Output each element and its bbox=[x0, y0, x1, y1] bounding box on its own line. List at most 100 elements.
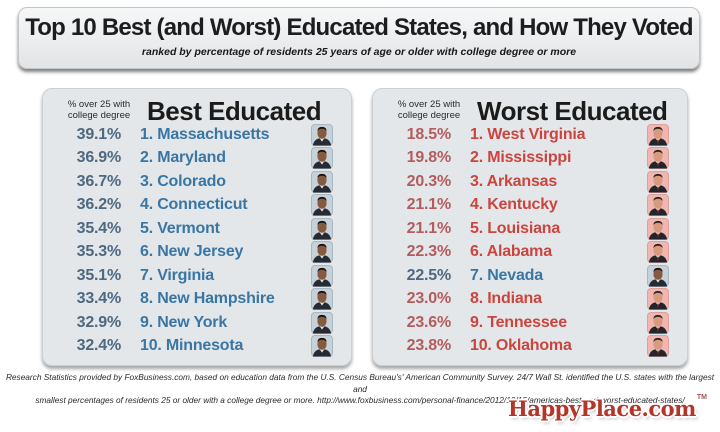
state-row: 33.4% 8. New Hampshire bbox=[43, 288, 351, 312]
state-row: 18.5% 1. West Virginia bbox=[373, 123, 687, 147]
source-attribution: Research Statistics provided by FoxBusin… bbox=[0, 372, 720, 407]
romney-portrait-icon bbox=[647, 170, 669, 193]
romney-portrait-icon bbox=[647, 147, 669, 170]
pct-value: 19.8% bbox=[406, 149, 452, 167]
state-row: 35.1% 7. Virginia bbox=[43, 264, 351, 288]
state-name: 9. Tennessee bbox=[470, 313, 567, 331]
worst-panel-header: % over 25 with college degree Worst Educ… bbox=[373, 89, 687, 126]
pct-value: 36.9% bbox=[76, 149, 122, 167]
pct-value: 32.4% bbox=[76, 337, 122, 355]
pct-value: 32.9% bbox=[76, 313, 122, 331]
pct-value: 39.1% bbox=[76, 125, 122, 143]
state-name: 9. New York bbox=[140, 313, 228, 331]
state-row: 36.7% 3. Colorado bbox=[43, 170, 351, 194]
column-label-line2: college degree bbox=[397, 110, 461, 122]
obama-portrait-icon bbox=[311, 335, 333, 358]
state-name: 3. Arkansas bbox=[470, 172, 558, 190]
pct-value: 21.1% bbox=[406, 196, 452, 214]
pct-value: 23.6% bbox=[406, 313, 452, 331]
state-row: 22.5% 7. Nevada bbox=[373, 264, 687, 288]
worst-panel-title: Worst Educated bbox=[477, 96, 668, 126]
happyplace-logo: HappyPlace.comTM bbox=[508, 394, 707, 421]
state-row: 35.3% 6. New Jersey bbox=[43, 241, 351, 265]
pct-value: 36.7% bbox=[76, 172, 122, 190]
pct-value: 18.5% bbox=[406, 125, 452, 143]
trademark-symbol: TM bbox=[696, 394, 707, 401]
state-name: 4. Kentucky bbox=[470, 196, 558, 214]
romney-portrait-icon bbox=[647, 311, 669, 334]
state-name: 2. Mississippi bbox=[470, 149, 572, 167]
obama-portrait-icon bbox=[311, 123, 333, 146]
best-rows: 39.1% 1. Massachusetts 36.9% 2. Maryland 36.… bbox=[43, 123, 351, 358]
state-row: 36.2% 4. Connecticut bbox=[43, 194, 351, 218]
best-educated-panel: % over 25 with college degree Best Educa… bbox=[42, 88, 352, 366]
state-name: 6. Alabama bbox=[470, 243, 552, 261]
state-name: 10. Minnesota bbox=[140, 337, 244, 355]
pct-value: 35.1% bbox=[76, 266, 122, 284]
obama-portrait-icon bbox=[647, 264, 669, 287]
state-row: 23.6% 9. Tennessee bbox=[373, 311, 687, 335]
obama-portrait-icon bbox=[311, 264, 333, 287]
header-box: Top 10 Best (and Worst) Educated States,… bbox=[18, 7, 700, 69]
state-row: 39.1% 1. Massachusetts bbox=[43, 123, 351, 147]
state-name: 7. Virginia bbox=[140, 266, 214, 284]
state-row: 35.4% 5. Vermont bbox=[43, 217, 351, 241]
pct-value: 35.3% bbox=[76, 243, 122, 261]
best-panel-header: % over 25 with college degree Best Educa… bbox=[43, 89, 351, 126]
state-name: 1. Massachusetts bbox=[140, 125, 270, 143]
column-label-line1: % over 25 with bbox=[397, 99, 461, 110]
worst-educated-panel: % over 25 with college degree Worst Educ… bbox=[372, 88, 688, 366]
pct-value: 20.3% bbox=[406, 172, 452, 190]
state-row: 32.4% 10. Minnesota bbox=[43, 335, 351, 359]
pct-value: 21.1% bbox=[406, 219, 452, 237]
pct-value: 33.4% bbox=[76, 290, 122, 308]
pct-value: 22.3% bbox=[406, 243, 452, 261]
state-name: 4. Connecticut bbox=[140, 196, 248, 214]
pct-value: 23.0% bbox=[406, 290, 452, 308]
state-row: 19.8% 2. Mississippi bbox=[373, 147, 687, 171]
state-row: 36.9% 2. Maryland bbox=[43, 147, 351, 171]
pct-value: 36.2% bbox=[76, 196, 122, 214]
happyplace-logo-text: HappyPlace.com bbox=[508, 396, 696, 421]
state-name: 5. Louisiana bbox=[470, 219, 561, 237]
obama-portrait-icon bbox=[311, 170, 333, 193]
obama-portrait-icon bbox=[311, 217, 333, 240]
state-name: 6. New Jersey bbox=[140, 243, 244, 261]
state-name: 10. Oklahoma bbox=[470, 337, 572, 355]
state-name: 1. West Virginia bbox=[470, 125, 586, 143]
column-label-line2: college degree bbox=[67, 110, 131, 122]
column-label: % over 25 with college degree bbox=[383, 96, 475, 122]
page-title: Top 10 Best (and Worst) Educated States,… bbox=[25, 14, 693, 41]
worst-rows: 18.5% 1. West Virginia 19.8% 2. Mississippi… bbox=[373, 123, 687, 358]
romney-portrait-icon bbox=[647, 217, 669, 240]
state-name: 2. Maryland bbox=[140, 149, 226, 167]
source-line1: Research Statistics provided by FoxBusin… bbox=[5, 372, 715, 394]
state-row: 21.1% 5. Louisiana bbox=[373, 217, 687, 241]
column-label: % over 25 with college degree bbox=[53, 96, 145, 122]
state-row: 23.0% 8. Indiana bbox=[373, 288, 687, 312]
column-label-line1: % over 25 with bbox=[67, 99, 131, 110]
pct-value: 23.8% bbox=[406, 337, 452, 355]
state-row: 22.3% 6. Alabama bbox=[373, 241, 687, 265]
state-row: 21.1% 4. Kentucky bbox=[373, 194, 687, 218]
pct-value: 22.5% bbox=[406, 266, 452, 284]
obama-portrait-icon bbox=[311, 288, 333, 311]
state-row: 32.9% 9. New York bbox=[43, 311, 351, 335]
state-row: 20.3% 3. Arkansas bbox=[373, 170, 687, 194]
romney-portrait-icon bbox=[647, 335, 669, 358]
state-name: 8. Indiana bbox=[470, 290, 542, 308]
state-name: 3. Colorado bbox=[140, 172, 226, 190]
obama-portrait-icon bbox=[311, 194, 333, 217]
obama-portrait-icon bbox=[311, 147, 333, 170]
romney-portrait-icon bbox=[647, 241, 669, 264]
romney-portrait-icon bbox=[647, 194, 669, 217]
page-subtitle: ranked by percentage of residents 25 yea… bbox=[141, 45, 577, 58]
state-name: 8. New Hampshire bbox=[140, 290, 275, 308]
romney-portrait-icon bbox=[647, 288, 669, 311]
source-line2: smallest percentages of residents 25 or … bbox=[35, 395, 685, 405]
best-panel-title: Best Educated bbox=[147, 96, 322, 126]
obama-portrait-icon bbox=[311, 311, 333, 334]
pct-value: 35.4% bbox=[76, 219, 122, 237]
state-row: 23.8% 10. Oklahoma bbox=[373, 335, 687, 359]
obama-portrait-icon bbox=[311, 241, 333, 264]
